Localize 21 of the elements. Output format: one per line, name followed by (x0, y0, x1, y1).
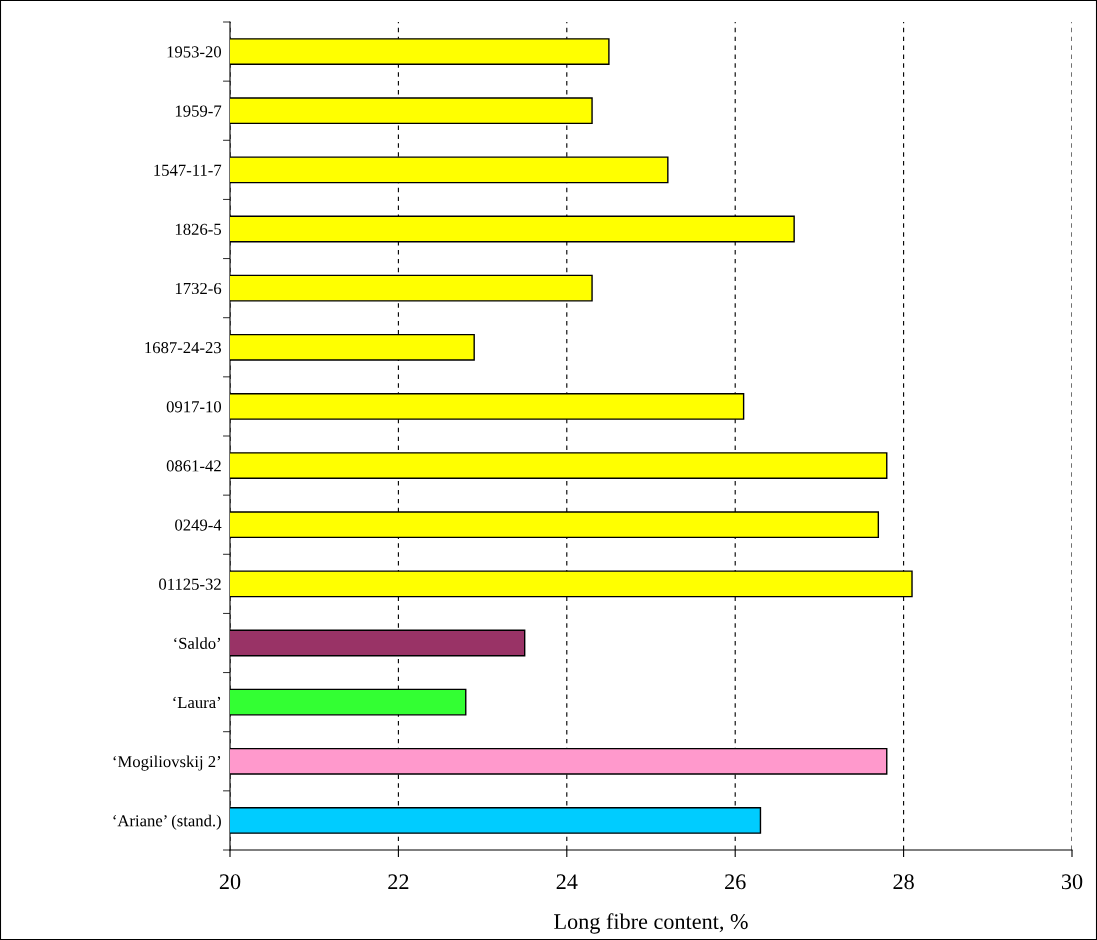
x-axis-title: Long fibre content, % (554, 913, 748, 934)
y-tick-label: 1959-7 (175, 105, 222, 117)
y-tick-label: 1826-5 (175, 223, 222, 235)
y-tick-label: 0861-42 (166, 460, 221, 472)
y-tick-label: ‘Ariane’ (stand.) (113, 814, 221, 830)
y-tick-label: 0917-10 (166, 401, 222, 413)
y-tick-label: ‘Mogiliovskij 2’ (113, 755, 221, 771)
y-tick-label: ‘Laura’ (173, 696, 221, 709)
y-tick-label: 0249-4 (175, 519, 222, 531)
y-tick-label: 1732-6 (175, 282, 222, 295)
y-tick-label: 1687-24-23 (145, 341, 222, 354)
x-tick-label: 30 (1061, 874, 1083, 890)
y-tick-label: 1953-20 (167, 46, 222, 58)
x-tick-label: 28 (893, 874, 914, 890)
x-tick-label: 24 (556, 874, 578, 890)
y-tick-label: 01125-32 (159, 578, 221, 590)
x-tick-label: 26 (725, 874, 746, 890)
x-tick-label: 22 (388, 874, 409, 890)
x-tick-label: 20 (219, 874, 241, 890)
y-tick-label: ‘Saldo’ (174, 637, 221, 649)
y-tick-label: 1547-11-7 (154, 164, 222, 176)
